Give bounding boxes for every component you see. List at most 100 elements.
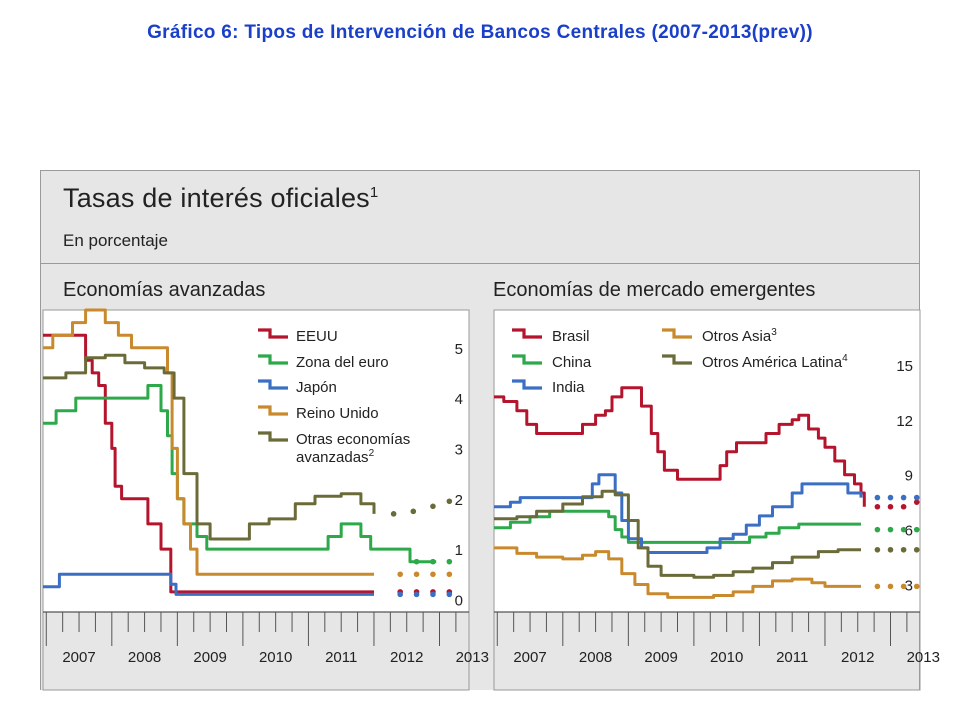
- legend-label-china: China: [552, 354, 592, 371]
- legend-footnote: 2: [369, 448, 375, 459]
- series-line-brasil: [494, 386, 866, 507]
- x-tick-label: 2013: [907, 649, 940, 666]
- legend-label-eeuu: EEUU: [296, 328, 338, 345]
- legend-label-brasil: Brasil: [552, 328, 590, 345]
- legend-label-line: Otras economías: [296, 431, 410, 448]
- legend-label-text: Brasil: [552, 328, 590, 345]
- legend-swatch-india: [512, 379, 542, 390]
- forecast-dot-otros-america-latina: [874, 546, 881, 553]
- forecast-dot-otras-economias-avanzadas: [430, 503, 436, 510]
- series-line-otras-economias-avanzadas: [43, 353, 376, 541]
- forecast-dot-india: [887, 494, 894, 501]
- x-tick-label: 2013: [456, 649, 489, 666]
- legend-swatch-otras-economias-avanzadas: [258, 431, 288, 442]
- forecast-dot-otros-asia: [913, 583, 920, 590]
- legend-label-text: Zona del euro: [296, 354, 389, 371]
- plot-area: [494, 310, 920, 612]
- forecast-dot-brasil: [887, 503, 894, 510]
- legend-label-text: Reino Unido: [296, 405, 379, 422]
- figure-title: Tasas de interés oficiales1: [63, 183, 378, 214]
- forecast-dot-zona-del-euro: [413, 558, 420, 565]
- legend-swatch-reino-unido: [258, 405, 288, 416]
- y-tick-label: 5: [455, 341, 463, 358]
- legend-swatch-zona-del-euro: [258, 354, 288, 365]
- legend-label-line: avanzadas: [296, 449, 369, 466]
- chart-panel-1: 2007 2008 2009 2010 2011 2012 2013 0 1 2 3 4 5 EEUU Zo…: [42, 308, 489, 691]
- forecast-dot-otros-america-latina: [900, 546, 907, 553]
- panel-title-advanced: Economías avanzadas: [63, 279, 266, 301]
- forecast-dot-china: [913, 526, 920, 533]
- forecast-dot-otras-economias-avanzadas: [390, 511, 397, 517]
- legend-label-text: China: [552, 354, 592, 371]
- y-tick-label: 0: [455, 592, 463, 609]
- legend-label-text: EEUU: [296, 328, 338, 345]
- forecast-dot-reino-unido: [446, 571, 453, 578]
- legend-label-reino-unido: Reino Unido: [296, 405, 379, 422]
- figure-title-footnote: 1: [369, 184, 379, 201]
- forecast-dot-otras-economias-avanzadas: [410, 508, 417, 515]
- y-tick-label: 12: [896, 413, 913, 430]
- x-tick-label: 2009: [193, 649, 226, 666]
- y-tick-label: 9: [905, 468, 913, 485]
- legend-swatch-china: [512, 354, 542, 365]
- legend-label-text: Otros América Latina: [702, 354, 843, 371]
- y-tick-label: 4: [455, 391, 463, 408]
- forecast-dot-japon: [430, 591, 436, 598]
- legend-footnote: 3: [771, 327, 777, 338]
- legend-label-text: India: [552, 379, 585, 396]
- forecast-dot-china: [874, 526, 881, 533]
- figure-header: Tasas de interés oficiales1 En porcentaj…: [41, 171, 919, 264]
- legend-swatch-brasil: [512, 328, 542, 339]
- x-tick-label: 2012: [390, 649, 423, 666]
- forecast-dot-brasil: [874, 503, 881, 510]
- panel-title-emerging: Economías de mercado emergentes: [493, 279, 816, 301]
- forecast-dot-china: [900, 526, 907, 533]
- forecast-dot-reino-unido: [397, 571, 403, 578]
- legend-swatch-japon: [258, 379, 288, 390]
- legend-label-text: Otros Asia: [702, 328, 772, 345]
- x-tick-label: 2009: [644, 649, 677, 666]
- plot-frame: [493, 309, 921, 691]
- legend-label-otros-asia: Otros Asia3: [702, 327, 777, 345]
- legend-swatch-otros-america-latina: [662, 354, 692, 365]
- x-tick-label: 2008: [128, 649, 161, 666]
- y-tick-label: 1: [455, 542, 463, 559]
- series-line-india: [494, 473, 863, 554]
- figure-title-text: Tasas de interés oficiales: [63, 183, 370, 213]
- legend-swatch-otros-asia: [662, 328, 692, 339]
- x-tick-label: 2011: [325, 649, 357, 666]
- y-tick-label: 3: [455, 441, 463, 458]
- x-tick-label: 2011: [776, 649, 808, 666]
- y-tick-label: 2: [455, 492, 463, 509]
- forecast-dot-otros-america-latina: [913, 546, 920, 553]
- series-line-otros-america-latina: [494, 489, 861, 579]
- series-line-otros-asia: [494, 546, 861, 599]
- forecast-dot-japon: [413, 591, 420, 598]
- forecast-dot-otras-economias-avanzadas: [446, 498, 453, 505]
- legend-label-japon: Japón: [296, 379, 337, 396]
- forecast-dot-japon: [446, 591, 453, 598]
- chart-panel-2: 2007 2008 2009 2010 2011 2012 2013 3 6 9 12 15 Brasi…: [493, 309, 940, 691]
- forecast-dot-india: [913, 494, 920, 501]
- slide-title: Gráfico 6: Tipos de Intervención de Banc…: [147, 22, 813, 43]
- forecast-dot-otros-asia: [874, 583, 881, 590]
- forecast-dot-otros-asia: [887, 583, 894, 590]
- series-line-eeuu: [43, 333, 374, 594]
- x-tick-label: 2012: [841, 649, 874, 666]
- legend-label-otros-america-latina: Otros América Latina4: [702, 353, 848, 371]
- forecast-dot-brasil: [913, 499, 920, 505]
- y-tick-label: 6: [905, 523, 913, 540]
- x-tick-label: 2008: [579, 649, 612, 666]
- forecast-dot-china: [887, 526, 894, 533]
- legend-label-india: India: [552, 379, 585, 396]
- plot-frame: [42, 309, 470, 691]
- forecast-dot-reino-unido: [430, 571, 436, 578]
- legend-label-text: Japón: [296, 379, 337, 396]
- x-tick-label: 2010: [710, 649, 743, 666]
- legend-swatch-eeuu: [258, 328, 288, 339]
- legend-label-zona-del-euro: Zona del euro: [296, 354, 389, 371]
- legend-label-otras-economias-avanzadas: Otras economías avanzadas2: [296, 431, 410, 466]
- forecast-dot-brasil: [900, 503, 907, 510]
- forecast-dot-otros-asia: [900, 583, 907, 590]
